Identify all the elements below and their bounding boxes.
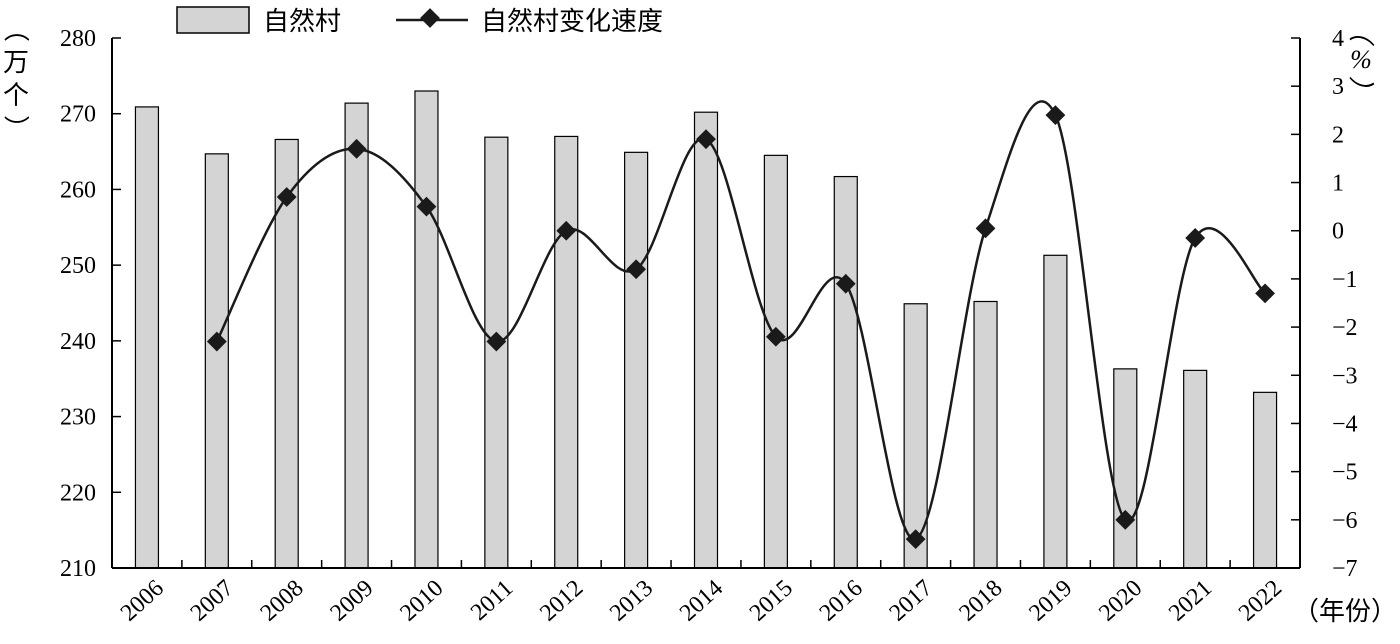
series-line	[215, 100, 1266, 541]
x-tick-label: 2022	[1234, 575, 1287, 626]
x-tick-label: 2016	[815, 575, 868, 626]
y-right-tick-label: −1	[1332, 267, 1358, 293]
bar	[763, 154, 788, 569]
legend: 自然村 自然村变化速度	[176, 6, 663, 37]
bar	[1113, 368, 1138, 569]
y-left-tick-label: 220	[60, 480, 96, 506]
x-tick-label: 2007	[186, 575, 239, 626]
y-left-tick-label: 230	[60, 405, 96, 431]
y-right-tick-label: −7	[1332, 556, 1358, 582]
x-tick-label: 2013	[605, 575, 658, 626]
x-tick-label: 2017	[885, 575, 938, 626]
line-point-marker	[765, 326, 786, 347]
bar	[414, 90, 439, 569]
x-tick-label: 2015	[745, 575, 798, 626]
unit-char: %	[1350, 45, 1372, 74]
y-left-tick-label: 270	[60, 102, 96, 128]
x-tick-label: 2018	[954, 575, 1007, 626]
y-right-tick-label: −4	[1332, 411, 1358, 437]
bar	[204, 153, 229, 569]
unit-char: ）	[0, 115, 30, 141]
y-right-tick-label: −2	[1332, 315, 1358, 341]
bar	[833, 175, 858, 569]
y-left-tick-label: 280	[60, 26, 96, 52]
line-point-marker	[626, 259, 647, 280]
line-point-marker	[416, 196, 437, 217]
unit-char: 个	[3, 81, 29, 111]
unit-char: 万	[3, 48, 29, 78]
x-tick-label: 2009	[326, 575, 379, 626]
bar-series	[134, 90, 1278, 569]
bar	[1183, 369, 1208, 569]
legend-bar-label: 自然村	[263, 7, 341, 37]
y-right-tick-label: 4	[1332, 26, 1344, 52]
y-right-tick-label: 1	[1332, 171, 1344, 197]
bar	[1252, 391, 1278, 569]
bar	[134, 106, 160, 569]
legend-marker-icon	[420, 8, 440, 28]
x-axis-unit-label: （年份）	[1293, 597, 1397, 627]
line-point-marker	[975, 218, 996, 239]
legend-line-label: 自然村变化速度	[481, 7, 663, 37]
line-point-marker	[1045, 105, 1066, 125]
x-tick-label: 2014	[675, 575, 728, 626]
bar	[973, 300, 998, 569]
bar	[693, 111, 719, 569]
unit-char: ）	[1346, 76, 1375, 102]
y-right-tick-label: 0	[1332, 219, 1344, 245]
bar	[1043, 254, 1068, 569]
x-tick-label: 2006	[116, 575, 169, 626]
x-tick-label: 2010	[395, 575, 448, 626]
y-left-tick-label: 210	[60, 556, 96, 582]
y-left-tick-label: 250	[60, 253, 96, 279]
y-left-tick-label: 260	[60, 177, 96, 203]
bar	[344, 102, 369, 569]
line-point-marker	[1115, 509, 1136, 530]
y-right-unit-label: （%）	[1346, 16, 1375, 102]
x-tick-label: 2011	[466, 575, 518, 626]
line-point-marker	[486, 331, 507, 352]
x-tick-label: 2020	[1094, 575, 1147, 626]
y-right-tick-label: 2	[1332, 122, 1344, 148]
x-tick-label: 2019	[1024, 575, 1077, 626]
line-point-marker	[346, 138, 367, 159]
line-point-marker	[1185, 228, 1206, 248]
y-left-unit-label: （ 万个 ）	[0, 16, 30, 141]
unit-char: （	[0, 16, 30, 42]
line-point-marker	[1255, 283, 1275, 304]
bar	[624, 151, 649, 569]
line-point-marker	[905, 529, 926, 549]
line-series	[206, 100, 1275, 549]
x-tick-label: 2012	[535, 575, 588, 626]
bar	[554, 135, 579, 569]
y-right-tick-label: 3	[1332, 74, 1344, 100]
x-tick-label: 2021	[1164, 575, 1217, 626]
y-right-tick-label: −6	[1332, 508, 1358, 534]
unit-char: （	[1346, 16, 1375, 47]
y-right-tick-label: −5	[1332, 460, 1358, 486]
y-left-tick-label: 240	[60, 329, 96, 355]
line-point-marker	[206, 331, 227, 352]
bar	[484, 136, 509, 569]
y-right-tick-label: −3	[1332, 363, 1358, 389]
legend-bar-swatch	[176, 6, 250, 34]
line-point-marker	[276, 187, 297, 207]
line-point-marker	[835, 273, 856, 294]
x-tick-label: 2008	[256, 575, 309, 626]
